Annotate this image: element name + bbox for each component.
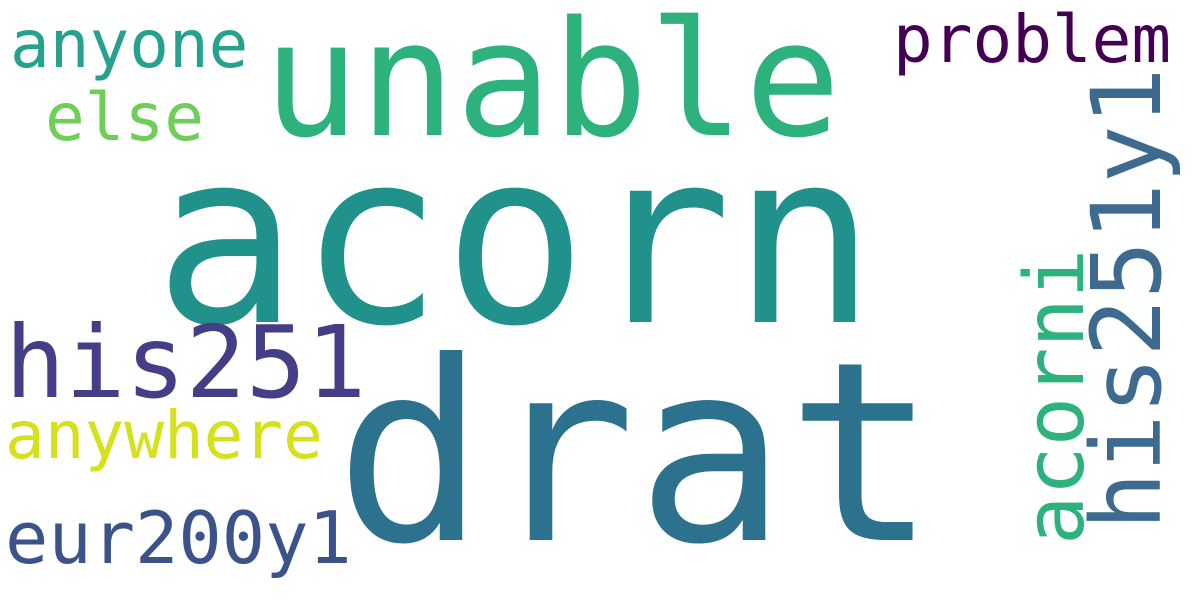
word-unable: unable [263,0,841,173]
word-eur200y1: eur200y1 [5,496,352,580]
word-acorn: acorn [154,99,876,379]
word-problem: problem [893,1,1171,78]
word-acorni: acorni [1008,249,1103,545]
word-else: else [45,79,204,156]
word-drat: drat [335,308,937,599]
word-his251: his251 [5,304,366,421]
word-his251y1: his251y1 [1071,68,1183,530]
word-anywhere: anywhere [5,397,323,474]
word-anyone: anyone [10,6,248,83]
